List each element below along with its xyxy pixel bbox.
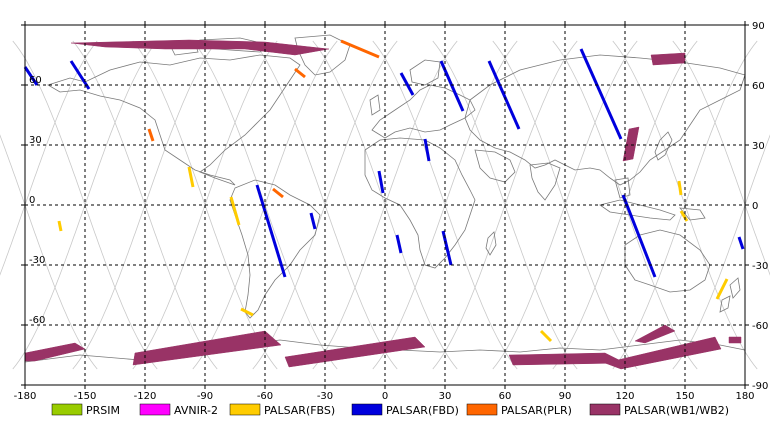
legend-swatch <box>139 403 171 416</box>
tick-label-lon: 180 <box>735 391 754 402</box>
axis-ticks <box>21 21 749 389</box>
swath-strip <box>621 194 657 278</box>
swath-strip <box>69 60 91 90</box>
swath-strip <box>229 196 241 226</box>
tick-label-lon: -180 <box>14 391 37 402</box>
tick-label-lat: 0 <box>29 195 35 206</box>
legend-swatch <box>51 403 83 416</box>
tick-label-lon: -30 <box>317 391 333 402</box>
swath-strip <box>255 184 287 278</box>
legend-label: PRSIM <box>86 404 120 417</box>
tick-label-lon: 30 <box>439 391 452 402</box>
swath-strip <box>737 236 745 250</box>
swath-strip <box>294 67 306 79</box>
map-grid <box>25 25 745 385</box>
tick-label-lon: 90 <box>559 391 572 402</box>
tick-label-lat: 90 <box>752 21 765 32</box>
swath-strip <box>423 138 431 162</box>
tick-label-lat: 0 <box>752 201 758 212</box>
tick-label-lon: 0 <box>382 391 388 402</box>
swath-strip <box>399 72 415 96</box>
tick-label-lat: 60 <box>29 75 42 86</box>
tick-label-lon: -150 <box>74 391 97 402</box>
tick-label-lat: -30 <box>29 255 45 266</box>
swath-strip <box>340 39 380 59</box>
tick-label-lat: 30 <box>29 135 42 146</box>
swath-strip <box>579 48 623 140</box>
swath-wide <box>132 330 282 366</box>
swath-strip <box>57 220 63 232</box>
tick-label-lon: -90 <box>197 391 213 402</box>
swath-strip <box>147 128 155 142</box>
swath-wide <box>284 336 426 368</box>
tick-label-lon: 120 <box>615 391 634 402</box>
tick-label-lat: -60 <box>29 315 45 326</box>
longitude-labels: -180 -150 -120 -90 -60 -30 0 30 60 90 120 150 180 <box>14 391 755 402</box>
swath-wide <box>634 324 676 344</box>
legend-label: PALSAR(FBS) <box>264 404 335 417</box>
legend-label: PALSAR(FBD) <box>386 404 459 417</box>
tick-label-lat: -90 <box>752 381 768 392</box>
swath-strip <box>441 230 453 266</box>
swath-strip <box>679 210 689 222</box>
legend-swatch <box>466 403 498 416</box>
swath-wide <box>604 336 722 370</box>
tick-label-lat: -60 <box>752 321 768 332</box>
latitude-labels-right: 90 60 30 0 -30 -60 -90 <box>752 21 768 392</box>
swath-wide <box>650 52 686 66</box>
tick-label-lon: 150 <box>675 391 694 402</box>
swath-strip <box>272 187 284 199</box>
legend-label: PALSAR(WB1/WB2) <box>624 404 729 417</box>
tick-label-lat: -30 <box>752 261 768 272</box>
swath-strip <box>309 212 317 230</box>
swath-strip <box>487 60 521 130</box>
swath-strip <box>395 234 403 254</box>
legend-label: PALSAR(PLR) <box>501 404 572 417</box>
latitude-labels-left: 60 30 0 -30 -60 <box>29 75 45 326</box>
swath-strip <box>539 329 553 343</box>
tick-label-lat: 60 <box>752 81 765 92</box>
swath-strip <box>187 166 195 188</box>
swath-wide <box>728 336 742 344</box>
swath-strip <box>377 170 385 194</box>
swath-strip <box>715 278 729 300</box>
swath-wide <box>622 126 640 162</box>
swath-strip <box>23 66 39 86</box>
tick-label-lon: -60 <box>257 391 273 402</box>
legend-swatch <box>351 403 383 416</box>
legend-swatch <box>589 403 621 416</box>
tick-label-lon: -120 <box>134 391 157 402</box>
legend-swatch <box>229 403 261 416</box>
swath-strip <box>240 307 254 317</box>
legend: PRSIM AVNIR-2 PALSAR(FBS) PALSAR(FBD) PALSAR… <box>51 403 729 417</box>
tick-label-lat: 30 <box>752 141 765 152</box>
swath-strip <box>677 180 683 196</box>
legend-label: AVNIR-2 <box>174 404 218 417</box>
tick-label-lon: 60 <box>499 391 512 402</box>
